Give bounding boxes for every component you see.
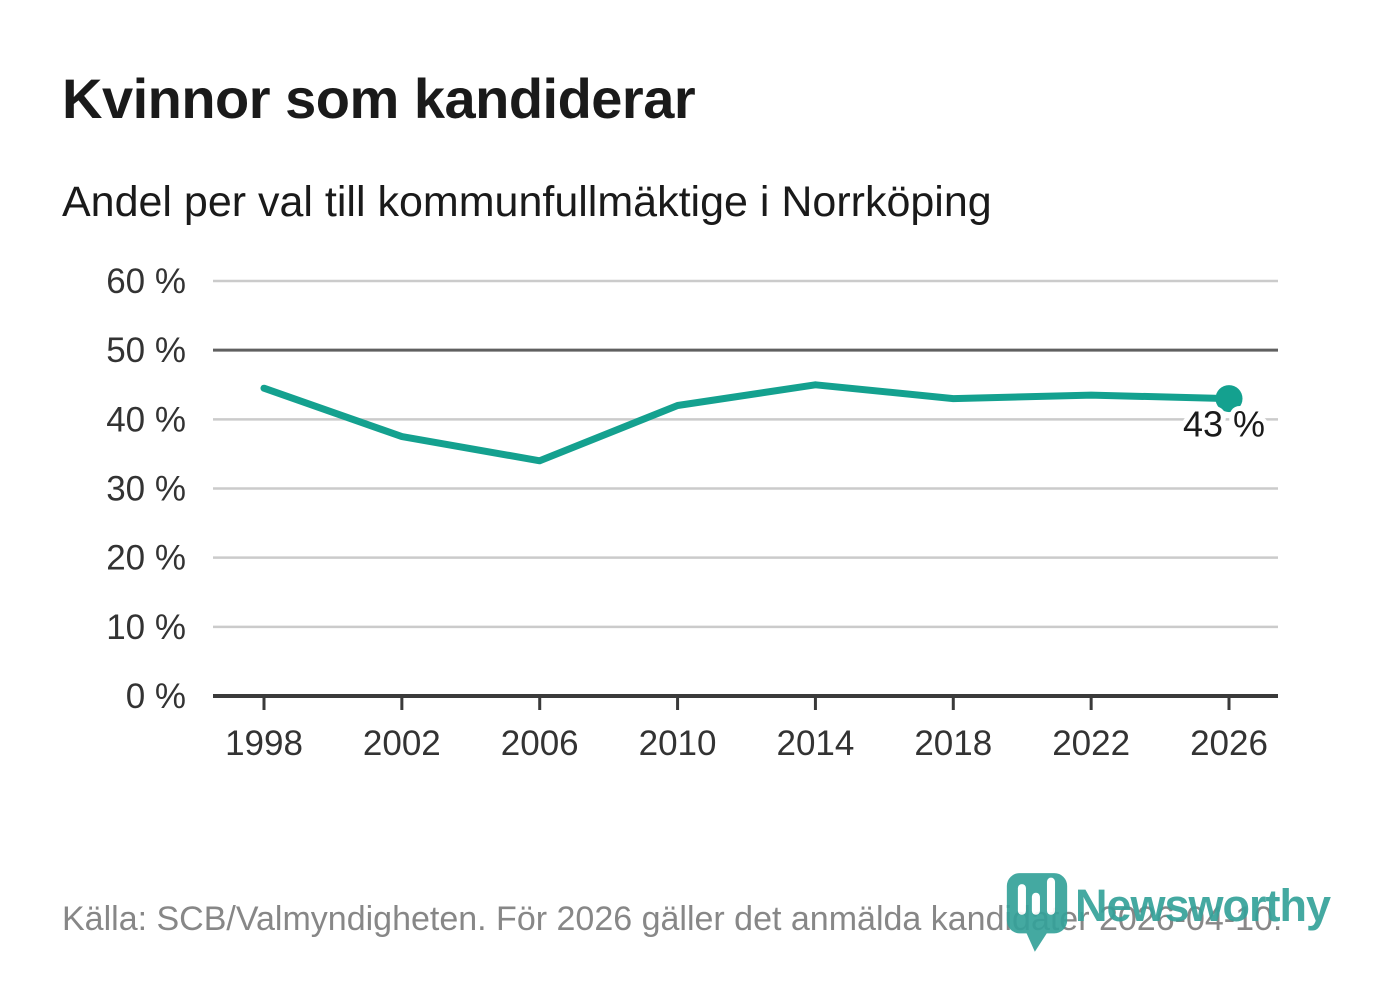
- end-value-label: 43 %: [1183, 404, 1265, 445]
- y-axis-label: 60 %: [106, 262, 186, 301]
- newsworthy-wordmark: Newsworthy: [1075, 880, 1331, 931]
- end-value-annotation: 43 %: [1178, 399, 1270, 450]
- x-axis-label: 2006: [501, 724, 579, 763]
- data-series: [260, 381, 1243, 465]
- x-axis-label: 2014: [776, 724, 854, 763]
- y-axis-labels: 0 % 10 % 20 % 30 % 40 % 50 % 60 %: [106, 262, 186, 716]
- x-axis-label: 2026: [1190, 724, 1268, 763]
- x-axis-label: 2022: [1052, 724, 1130, 763]
- x-axis-label: 2002: [363, 724, 441, 763]
- newsworthy-pin-barchart-icon: [1006, 873, 1068, 952]
- x-axis-label: 1998: [225, 724, 303, 763]
- gridlines: [213, 279, 1278, 698]
- end-point-marker: [1215, 385, 1243, 413]
- x-axis: 1998 2002 2006 2010 2014 2018 2022 2026: [225, 698, 1268, 763]
- y-axis-label: 20 %: [106, 539, 186, 578]
- y-axis-label: 0 %: [126, 677, 186, 716]
- chart-title: Kvinnor som kandiderar: [62, 67, 696, 130]
- y-axis-label: 50 %: [106, 331, 186, 370]
- source-note: Källa: SCB/Valmyndigheten. För 2026 gäll…: [62, 900, 1283, 938]
- trend-line: [260, 381, 1233, 465]
- chart-subtitle: Andel per val till kommunfullmäktige i N…: [62, 178, 992, 226]
- y-axis-label: 40 %: [106, 400, 186, 439]
- x-axis-label: 2018: [914, 724, 992, 763]
- x-axis-label: 2010: [639, 724, 717, 763]
- y-axis-label: 10 %: [106, 608, 186, 647]
- newsworthy-logo: Newsworthy: [1005, 872, 1331, 961]
- y-axis-label: 30 %: [106, 470, 186, 509]
